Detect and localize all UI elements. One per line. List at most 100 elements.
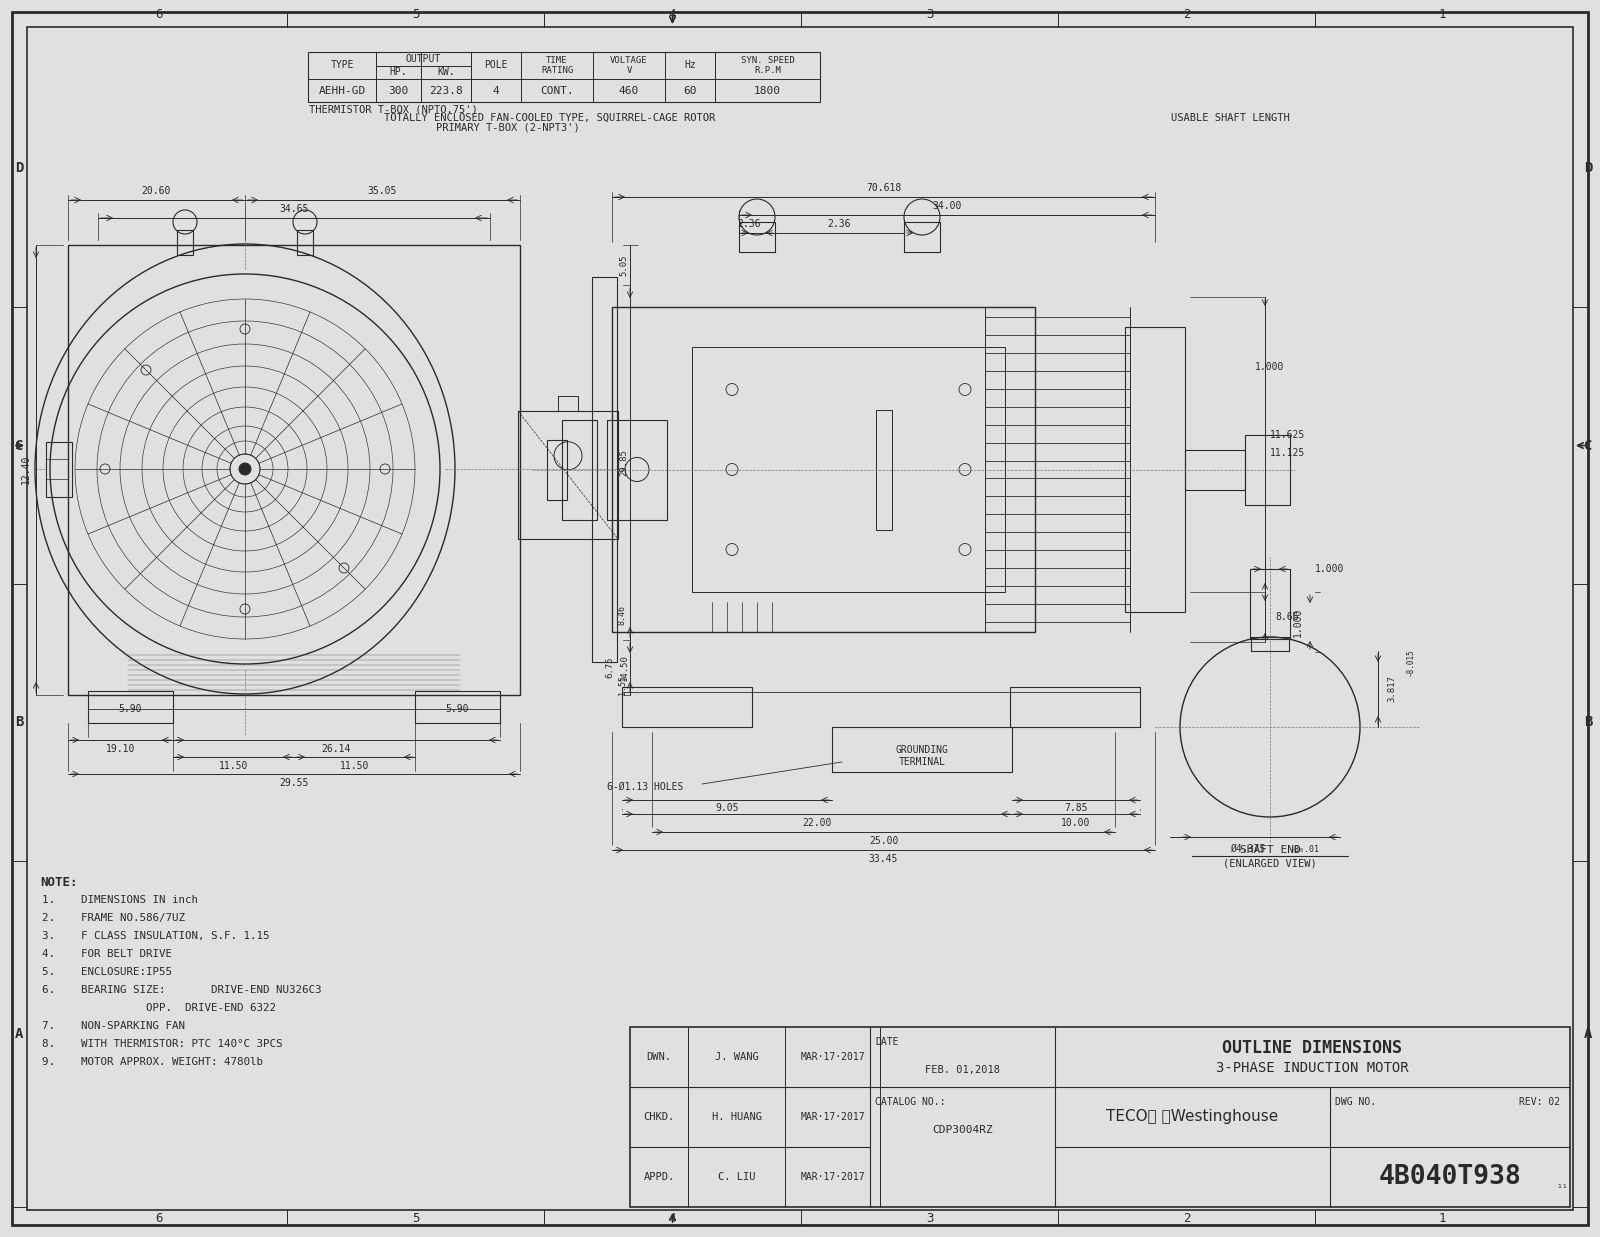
Bar (88, 691, 173, 722)
Text: 22.00: 22.00 (802, 818, 832, 828)
Text: D: D (14, 162, 22, 176)
Text: 3: 3 (926, 9, 933, 21)
Text: 29.85: 29.85 (619, 449, 629, 476)
Text: C: C (14, 438, 22, 453)
Text: -8.015: -8.015 (1405, 648, 1414, 675)
Text: 5.05: 5.05 (619, 255, 629, 276)
Text: 6.75: 6.75 (605, 657, 614, 678)
Text: TOTALLY ENCLOSED FAN-COOLED TYPE, SQUIRREL-CAGE ROTOR: TOTALLY ENCLOSED FAN-COOLED TYPE, SQUIRR… (384, 113, 715, 122)
Text: Ø4.375: Ø4.375 (1230, 844, 1266, 854)
Bar (178, 230, 194, 255)
Text: 2.36: 2.36 (827, 219, 851, 229)
Text: 8.46: 8.46 (618, 605, 627, 625)
Text: H. HUANG: H. HUANG (712, 1112, 762, 1122)
Text: OUTPUT: OUTPUT (406, 53, 442, 64)
Bar (611, 307, 1035, 632)
Text: CHKD.: CHKD. (643, 1112, 675, 1122)
Bar (46, 442, 72, 497)
Text: 1.000: 1.000 (1256, 362, 1285, 372)
Text: 5.90: 5.90 (446, 704, 469, 714)
Text: A: A (14, 1027, 22, 1042)
Text: 20.60: 20.60 (142, 186, 171, 195)
Text: 8.    WITH THERMISTOR: PTC 140°C 3PCS: 8. WITH THERMISTOR: PTC 140°C 3PCS (42, 1039, 283, 1049)
Text: 33.45: 33.45 (869, 854, 898, 863)
Text: 5: 5 (411, 9, 419, 21)
Text: 300: 300 (389, 85, 408, 95)
Text: 1: 1 (1438, 1211, 1446, 1225)
Bar (832, 727, 1013, 772)
Text: CDP3004RZ: CDP3004RZ (933, 1126, 994, 1136)
Text: ₁₁: ₁₁ (1557, 1180, 1568, 1190)
Text: 11.125: 11.125 (1269, 448, 1304, 458)
Text: 34.65: 34.65 (280, 204, 309, 214)
Text: 5: 5 (411, 1211, 419, 1225)
Text: (ENLARGED VIEW): (ENLARGED VIEW) (1222, 858, 1317, 870)
Bar (904, 221, 941, 252)
Text: 1.000: 1.000 (1315, 564, 1344, 574)
Text: 2: 2 (1182, 1211, 1190, 1225)
Text: PRIMARY T-BOX (2-NPT3'): PRIMARY T-BOX (2-NPT3') (437, 122, 579, 134)
Text: MAR·17·2017: MAR·17·2017 (800, 1171, 866, 1183)
Text: 5.    ENCLOSURE:IP55: 5. ENCLOSURE:IP55 (42, 967, 173, 977)
Text: D: D (1584, 162, 1592, 176)
Text: 5.90: 5.90 (118, 704, 142, 714)
Bar (1250, 569, 1290, 640)
Text: 2.36: 2.36 (738, 219, 760, 229)
Text: 1.55: 1.55 (618, 675, 627, 695)
Text: 29.55: 29.55 (280, 778, 309, 788)
Text: 7.    NON-SPARKING FAN: 7. NON-SPARKING FAN (42, 1021, 186, 1030)
Bar (1186, 449, 1245, 490)
Text: 1: 1 (1438, 9, 1446, 21)
Bar (691, 348, 1005, 593)
Text: 11.50: 11.50 (219, 761, 248, 771)
Text: 11.625: 11.625 (1269, 429, 1304, 439)
Text: APPD.: APPD. (643, 1171, 675, 1183)
Text: CONT.: CONT. (541, 85, 574, 95)
Text: 9.    MOTOR APPROX. WEIGHT: 4780lb: 9. MOTOR APPROX. WEIGHT: 4780lb (42, 1056, 262, 1068)
Bar (298, 230, 314, 255)
Bar (414, 691, 499, 722)
Text: 4: 4 (493, 85, 499, 95)
Bar (67, 245, 520, 695)
Text: 6-Ø1.13 HOLES: 6-Ø1.13 HOLES (606, 782, 683, 792)
Text: B: B (14, 715, 22, 730)
Text: FEB. 01,2018: FEB. 01,2018 (925, 1065, 1000, 1075)
Bar (562, 419, 597, 520)
Text: TIME
RATING: TIME RATING (541, 56, 573, 75)
Text: 3: 3 (926, 1211, 933, 1225)
Bar (622, 687, 752, 727)
Text: 26.14: 26.14 (322, 743, 350, 755)
Text: 7.85: 7.85 (1064, 803, 1088, 813)
Text: 9.05: 9.05 (715, 803, 739, 813)
Text: USABLE SHAFT LENGTH: USABLE SHAFT LENGTH (1171, 113, 1290, 122)
Circle shape (238, 463, 251, 475)
Text: GROUNDING: GROUNDING (896, 745, 949, 755)
Text: 2: 2 (1182, 9, 1190, 21)
Text: 10.00: 10.00 (1061, 818, 1091, 828)
Text: 2.    FRAME NO.586/7UZ: 2. FRAME NO.586/7UZ (42, 913, 186, 923)
Bar (1245, 434, 1290, 505)
Text: Hz: Hz (685, 61, 696, 71)
Text: 6.    BEARING SIZE:       DRIVE-END NU326C3: 6. BEARING SIZE: DRIVE-END NU326C3 (42, 985, 322, 995)
Bar (630, 1027, 1570, 1207)
Text: 3.    F CLASS INSULATION, S.F. 1.15: 3. F CLASS INSULATION, S.F. 1.15 (42, 931, 269, 941)
Text: TYPE: TYPE (330, 61, 354, 71)
Text: MAR·17·2017: MAR·17·2017 (800, 1112, 866, 1122)
Text: HP.: HP. (390, 67, 408, 77)
Text: POLE: POLE (485, 61, 507, 71)
Text: B: B (1584, 715, 1592, 730)
Bar (547, 439, 566, 500)
Text: J. WANG: J. WANG (715, 1051, 758, 1063)
Text: CATALOG NO.:: CATALOG NO.: (875, 1097, 946, 1107)
Text: 460: 460 (619, 85, 638, 95)
Text: 35.05: 35.05 (368, 186, 397, 195)
Text: A: A (1584, 1027, 1592, 1042)
Text: SYN. SPEED
R.P.M: SYN. SPEED R.P.M (741, 56, 794, 75)
Text: OPP.  DRIVE-END 6322: OPP. DRIVE-END 6322 (42, 1003, 277, 1013)
Text: 6: 6 (155, 1211, 162, 1225)
Text: DWN.: DWN. (646, 1051, 672, 1063)
Bar (606, 419, 667, 520)
Text: 4: 4 (669, 9, 677, 21)
Text: 6: 6 (155, 9, 162, 21)
Text: DWG NO.: DWG NO. (1334, 1097, 1376, 1107)
